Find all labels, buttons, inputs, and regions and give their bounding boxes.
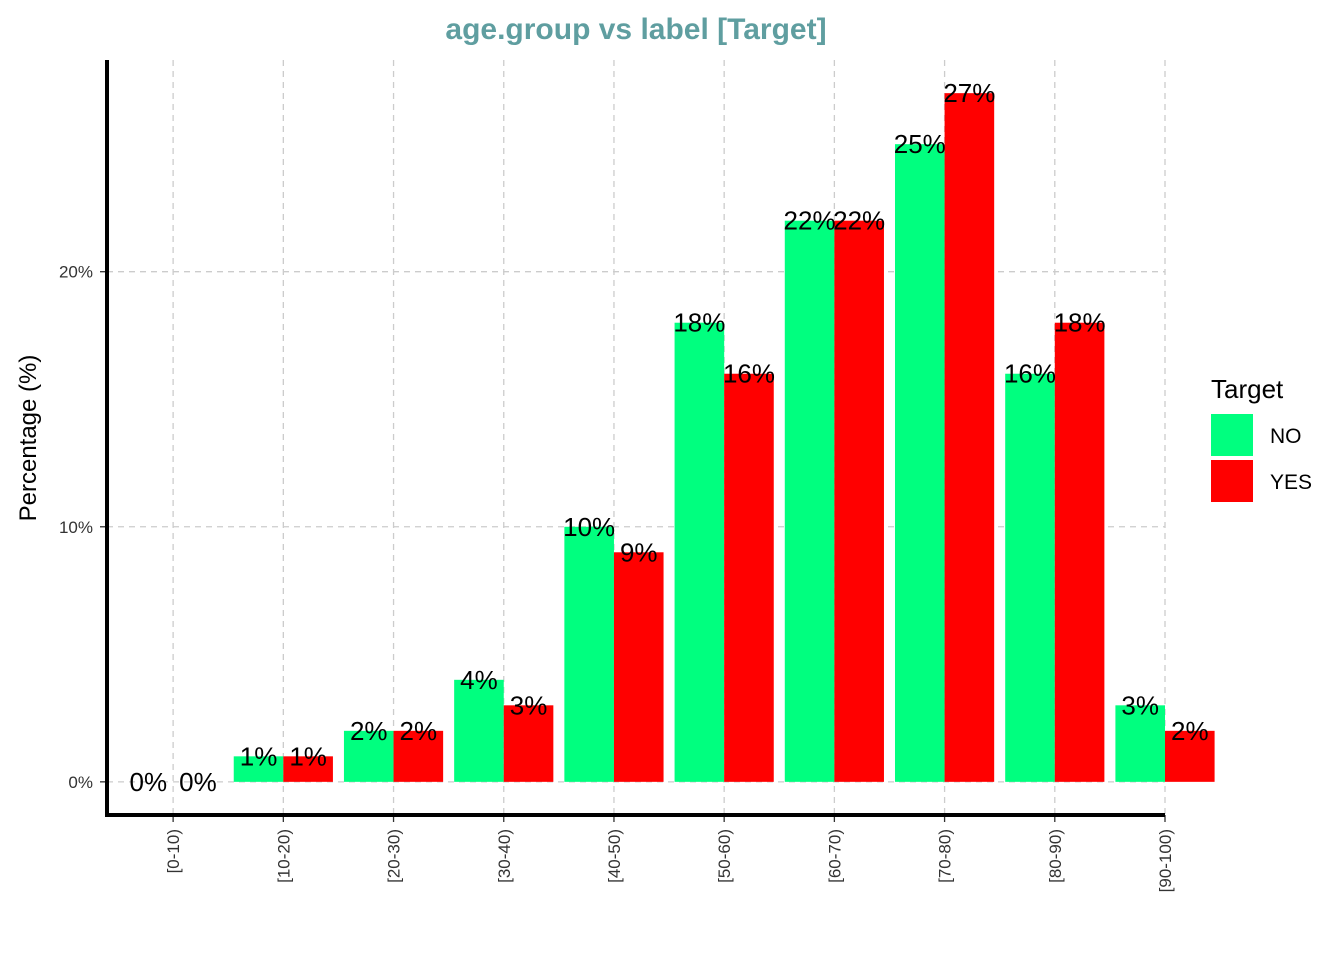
bar-yes — [283, 756, 333, 782]
bars — [233, 93, 1215, 782]
data-label: 4% — [460, 665, 498, 695]
x-tick-label: [80-90) — [1046, 829, 1065, 883]
bar-yes — [724, 373, 774, 782]
bar-no — [784, 220, 835, 782]
chart-title: age.group vs label [Target] — [445, 13, 826, 46]
x-tick-label: [70-80) — [936, 829, 955, 883]
bar-no — [343, 730, 394, 782]
data-label: 10% — [563, 512, 615, 542]
data-labels: 0% 1% 2% 4% 10% 18% 22% 25% 16% 3% 0% 1% 2% 3% 9% 16% 22… — [130, 78, 1209, 797]
x-tick-label: [0-10) — [164, 829, 183, 873]
bar-no — [454, 679, 504, 782]
data-label: 2% — [350, 716, 388, 746]
x-tick-label: [50-60) — [715, 829, 734, 883]
bar-no — [894, 144, 945, 782]
data-label: 16% — [1004, 359, 1056, 389]
y-tick-label: 0% — [68, 773, 93, 792]
bar-yes — [834, 220, 884, 782]
data-label: 9% — [620, 537, 658, 567]
y-axis-label: Percentage (%) — [15, 355, 42, 522]
data-label: 2% — [400, 716, 438, 746]
x-tick-label: [90-100) — [1156, 829, 1175, 892]
x-tick-label: [40-50) — [605, 829, 624, 883]
bar-yes — [944, 93, 995, 782]
data-label: 3% — [1121, 690, 1159, 720]
axes: 0% 10% 20% [0-10) [10-20) [20-30) [30-40) [40-5… — [59, 60, 1175, 892]
legend-label-no: NO — [1270, 425, 1302, 448]
bar-no — [1115, 705, 1165, 782]
data-label: 22% — [833, 206, 885, 236]
bar-yes — [613, 552, 664, 782]
data-label: 0% — [179, 767, 217, 797]
legend-key-no — [1211, 414, 1253, 456]
data-label: 22% — [784, 206, 836, 236]
data-label: 27% — [943, 78, 995, 108]
x-tick-label: [30-40) — [495, 829, 514, 883]
bar-no — [233, 756, 284, 782]
data-label: 18% — [673, 308, 725, 338]
bar-yes — [393, 730, 444, 782]
y-tick-label: 10% — [59, 518, 93, 537]
data-label: 25% — [894, 129, 946, 159]
bar-no — [674, 322, 725, 782]
legend-title: Target — [1211, 374, 1284, 404]
data-label: 1% — [240, 741, 278, 771]
legend-label-yes: YES — [1270, 471, 1312, 494]
x-tick-label: [10-20) — [274, 829, 293, 883]
data-label: 0% — [130, 767, 168, 797]
data-label: 2% — [1171, 716, 1209, 746]
x-tick-label: [60-70) — [825, 829, 844, 883]
data-label: 16% — [723, 359, 775, 389]
x-tick-label: [20-30) — [385, 829, 404, 883]
bar-no — [564, 526, 614, 782]
bar-yes — [1054, 322, 1105, 782]
legend: Target NO YES — [1211, 374, 1312, 502]
bar-no — [1005, 373, 1055, 782]
bar-yes — [1165, 730, 1215, 782]
y-tick-label: 20% — [59, 263, 93, 282]
legend-key-yes — [1211, 460, 1253, 502]
data-label: 1% — [289, 741, 327, 771]
data-label: 18% — [1054, 308, 1106, 338]
bar-yes — [503, 705, 554, 782]
data-label: 3% — [510, 690, 548, 720]
